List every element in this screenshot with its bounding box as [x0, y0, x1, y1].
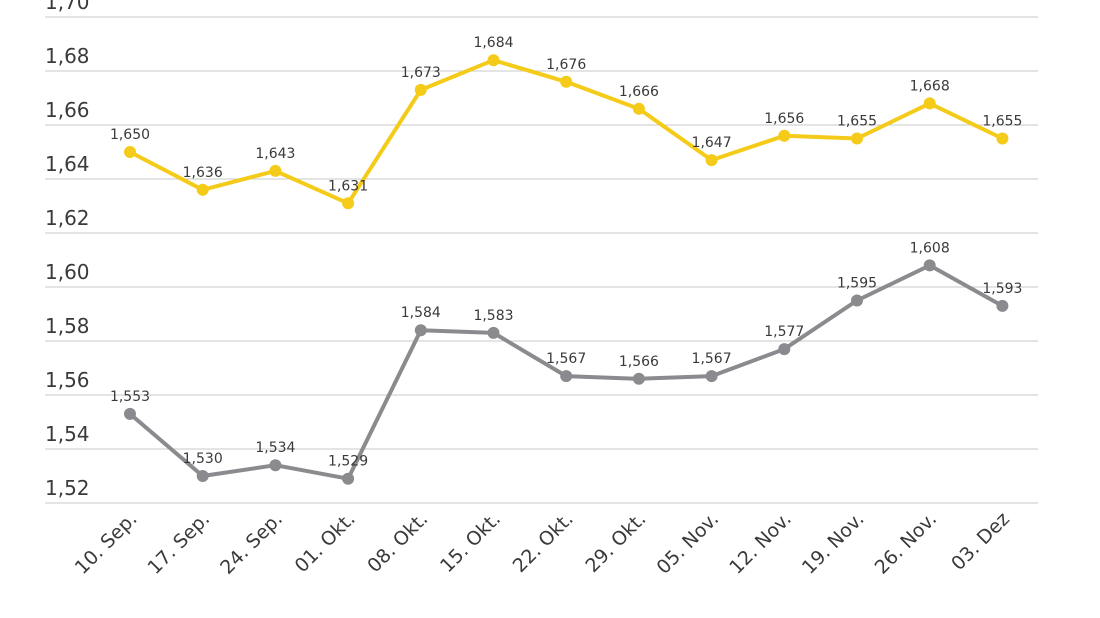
value-label: 1,655 — [982, 114, 1022, 130]
value-label: 1,553 — [110, 389, 150, 405]
y-tick-label: 1,64 — [45, 152, 90, 176]
x-tick-label: 15. Okt. — [436, 508, 505, 577]
y-tick-label: 1,68 — [45, 44, 90, 68]
value-label: 1,656 — [764, 111, 804, 127]
data-point — [996, 299, 1009, 312]
data-point — [342, 197, 355, 210]
y-tick-label: 1,52 — [45, 476, 90, 500]
value-label: 1,668 — [910, 78, 950, 94]
data-point — [414, 83, 427, 96]
value-label: 1,567 — [692, 351, 732, 367]
value-label: 1,583 — [473, 308, 513, 324]
data-point — [778, 343, 791, 356]
x-tick-label: 03. Dez — [947, 508, 1014, 575]
data-point — [269, 164, 282, 177]
y-tick-label: 1,60 — [45, 260, 90, 284]
value-label: 1,631 — [328, 178, 368, 194]
value-label: 1,567 — [546, 351, 586, 367]
data-point — [705, 154, 718, 167]
data-point — [414, 324, 427, 337]
data-point — [778, 129, 791, 142]
y-tick-label: 1,58 — [45, 314, 90, 338]
data-point — [560, 75, 573, 88]
value-label: 1,595 — [837, 276, 877, 292]
value-label: 1,577 — [764, 324, 804, 340]
data-point — [560, 370, 573, 383]
data-point — [996, 132, 1009, 145]
value-label: 1,655 — [837, 114, 877, 130]
x-tick-label: 17. Sep. — [143, 508, 214, 579]
data-point — [124, 407, 136, 420]
x-tick-label: 05. Nov. — [652, 508, 723, 579]
data-point — [705, 370, 718, 383]
value-label: 1,666 — [619, 84, 659, 100]
x-tick-label: 29. Okt. — [581, 508, 650, 577]
x-tick-label: 12. Nov. — [725, 508, 796, 579]
value-label: 1,566 — [619, 354, 659, 370]
data-point — [851, 132, 863, 145]
value-label: 1,636 — [183, 165, 223, 181]
y-tick-label: 1,54 — [45, 422, 90, 446]
y-tick-label: 1,56 — [45, 368, 90, 392]
value-label: 1,647 — [692, 135, 732, 151]
data-point — [851, 294, 863, 307]
data-point — [196, 470, 209, 482]
value-label: 1,534 — [255, 440, 295, 456]
data-point — [923, 97, 936, 110]
data-point — [923, 259, 936, 272]
x-tick-label: 26. Nov. — [871, 508, 942, 579]
value-label: 1,530 — [183, 451, 223, 467]
data-point — [269, 459, 282, 472]
data-point — [632, 102, 645, 115]
value-label: 1,650 — [110, 127, 150, 143]
x-tick-label: 10. Sep. — [71, 508, 142, 579]
x-tick-label: 01. Okt. — [291, 508, 360, 577]
value-label: 1,608 — [910, 240, 950, 256]
data-point — [196, 183, 209, 196]
value-label: 1,584 — [401, 305, 441, 321]
value-label: 1,643 — [255, 146, 295, 162]
x-tick-label: 19. Nov. — [798, 508, 869, 579]
value-label: 1,676 — [546, 57, 586, 73]
y-tick-label: 1,70 — [45, 0, 90, 14]
data-point — [632, 372, 645, 385]
data-point — [342, 472, 355, 485]
y-tick-label: 1,66 — [45, 98, 90, 122]
value-label: 1,673 — [401, 65, 441, 81]
x-tick-label: 22. Okt. — [509, 508, 578, 577]
x-tick-label: 08. Okt. — [363, 508, 432, 577]
data-point — [124, 146, 136, 158]
value-label: 1,684 — [473, 35, 513, 51]
data-point — [487, 54, 500, 67]
value-label: 1,593 — [982, 281, 1022, 297]
x-tick-label: 24. Sep. — [216, 508, 287, 579]
y-tick-label: 1,62 — [45, 206, 90, 230]
data-point — [487, 326, 500, 339]
value-label: 1,529 — [328, 454, 368, 470]
